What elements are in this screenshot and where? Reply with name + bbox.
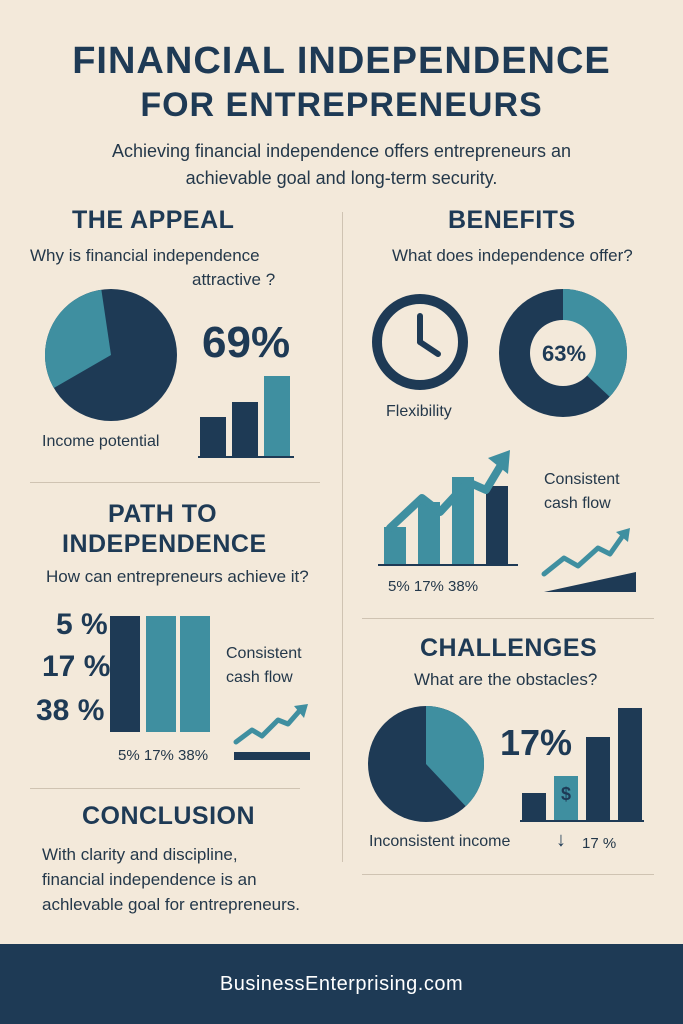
challenges-pie-teal-slice [426, 706, 484, 807]
path-stat-3: 38 % [36, 694, 105, 727]
clock-icon [372, 294, 468, 390]
benefits-cashflow-icon [541, 528, 636, 592]
path-heading-line1: PATH TO [108, 500, 218, 528]
path-bar-3 [180, 616, 210, 732]
benefits-heading: BENEFITS [448, 206, 576, 234]
down-arrow-icon: ↓ [556, 829, 566, 851]
subtitle-line2: achievable goal and long-term security. [185, 168, 498, 188]
appeal-bar-2 [232, 401, 258, 456]
challenges-heading: CHALLENGES [420, 634, 598, 662]
benefits-bar-2 [418, 502, 440, 564]
path-bar-2 [146, 616, 176, 732]
appeal-question-line2: attractive ? [192, 270, 276, 289]
appeal-bar-chart [198, 376, 294, 458]
benefits-bar-chart [378, 440, 518, 566]
conclusion-text: With clarity and discipline, financial i… [42, 842, 300, 917]
appeal-heading: THE APPEAL [72, 206, 235, 234]
benefits-donut-value: 63% [541, 341, 587, 366]
conclusion-line3: achlevable goal for entrepreneurs. [42, 895, 300, 914]
path-stat-2: 17 % [42, 650, 111, 683]
appeal-stat: 69% [202, 318, 291, 367]
appeal-bar-3 [264, 376, 290, 456]
path-bar-1 [110, 616, 140, 732]
subtitle-line1: Achieving financial independence offers … [112, 141, 571, 161]
benefits-cashflow-line1: Consistent [544, 471, 620, 488]
footer-link[interactable]: BusinessEnterprising.com [219, 973, 464, 995]
page-title-line1: FINANCIAL INDEPENDENCE [72, 40, 611, 82]
benefits-donut-teal-slice [563, 289, 627, 397]
appeal-pie-chart [44, 289, 177, 421]
challenges-down-value: 17 % [582, 835, 617, 852]
benefits-question: What does independence offer? [392, 246, 633, 265]
path-question: How can entrepreneurs achieve it? [46, 567, 309, 586]
path-stat-1: 5 % [56, 608, 108, 641]
challenges-stat: 17% [500, 722, 573, 763]
appeal-bar-baseline [198, 456, 294, 458]
challenges-bar-1 [522, 793, 546, 820]
benefits-donut-chart [499, 289, 627, 417]
page-title-line2: FOR ENTREPRENEURS [140, 86, 543, 124]
divider-benefits-challenges [362, 618, 654, 619]
challenges-pie-chart [368, 706, 484, 822]
vertical-divider [342, 212, 343, 862]
conclusion-line1: With clarity and discipline, [42, 845, 238, 864]
trend-up-arrow-icon [386, 450, 510, 532]
divider-challenges-bottom [362, 874, 654, 875]
challenges-bar-3 [586, 737, 610, 820]
challenges-pie-label: Inconsistent income [369, 833, 511, 850]
appeal-pie-label: Income potential [42, 433, 160, 450]
challenges-bar-chart: $ [520, 708, 644, 822]
benefits-clock-label: Flexibility [386, 403, 452, 420]
path-bar-chart [110, 616, 210, 732]
benefits-cashflow-line2: cash flow [544, 495, 611, 512]
dollar-icon: $ [560, 784, 571, 805]
path-heading-line2: INDEPENDENCE [62, 530, 267, 558]
appeal-pie-teal-slice [44, 289, 111, 388]
benefits-donut-hole [530, 320, 596, 386]
path-bar-labels: 5% 17% 38% [118, 747, 209, 764]
challenges-question: What are the obstacles? [414, 670, 598, 689]
divider-path-conclusion [30, 788, 300, 789]
benefits-bar-labels: 5% 17% 38% [388, 578, 479, 595]
challenges-bar-4 [618, 708, 642, 820]
conclusion-line2: financial independence is an [42, 870, 257, 889]
benefits-bar-1 [384, 526, 406, 564]
path-cashflow-icon [233, 704, 310, 760]
appeal-question-line1: Why is financial independence [30, 246, 260, 265]
divider-appeal-path [30, 482, 320, 483]
appeal-bar-1 [200, 416, 226, 456]
challenges-bar-baseline [520, 820, 644, 822]
benefits-bar-4 [486, 486, 508, 564]
path-cashflow-line2: cash flow [226, 669, 293, 686]
footer-bar: BusinessEnterprising.com [0, 944, 683, 1024]
benefits-bar-baseline [378, 564, 518, 566]
conclusion-heading: CONCLUSION [82, 802, 256, 830]
page-subtitle: Achieving financial independence offers … [60, 138, 623, 192]
challenges-bar-2: $ [554, 776, 578, 820]
path-cashflow-line1: Consistent [226, 645, 302, 662]
